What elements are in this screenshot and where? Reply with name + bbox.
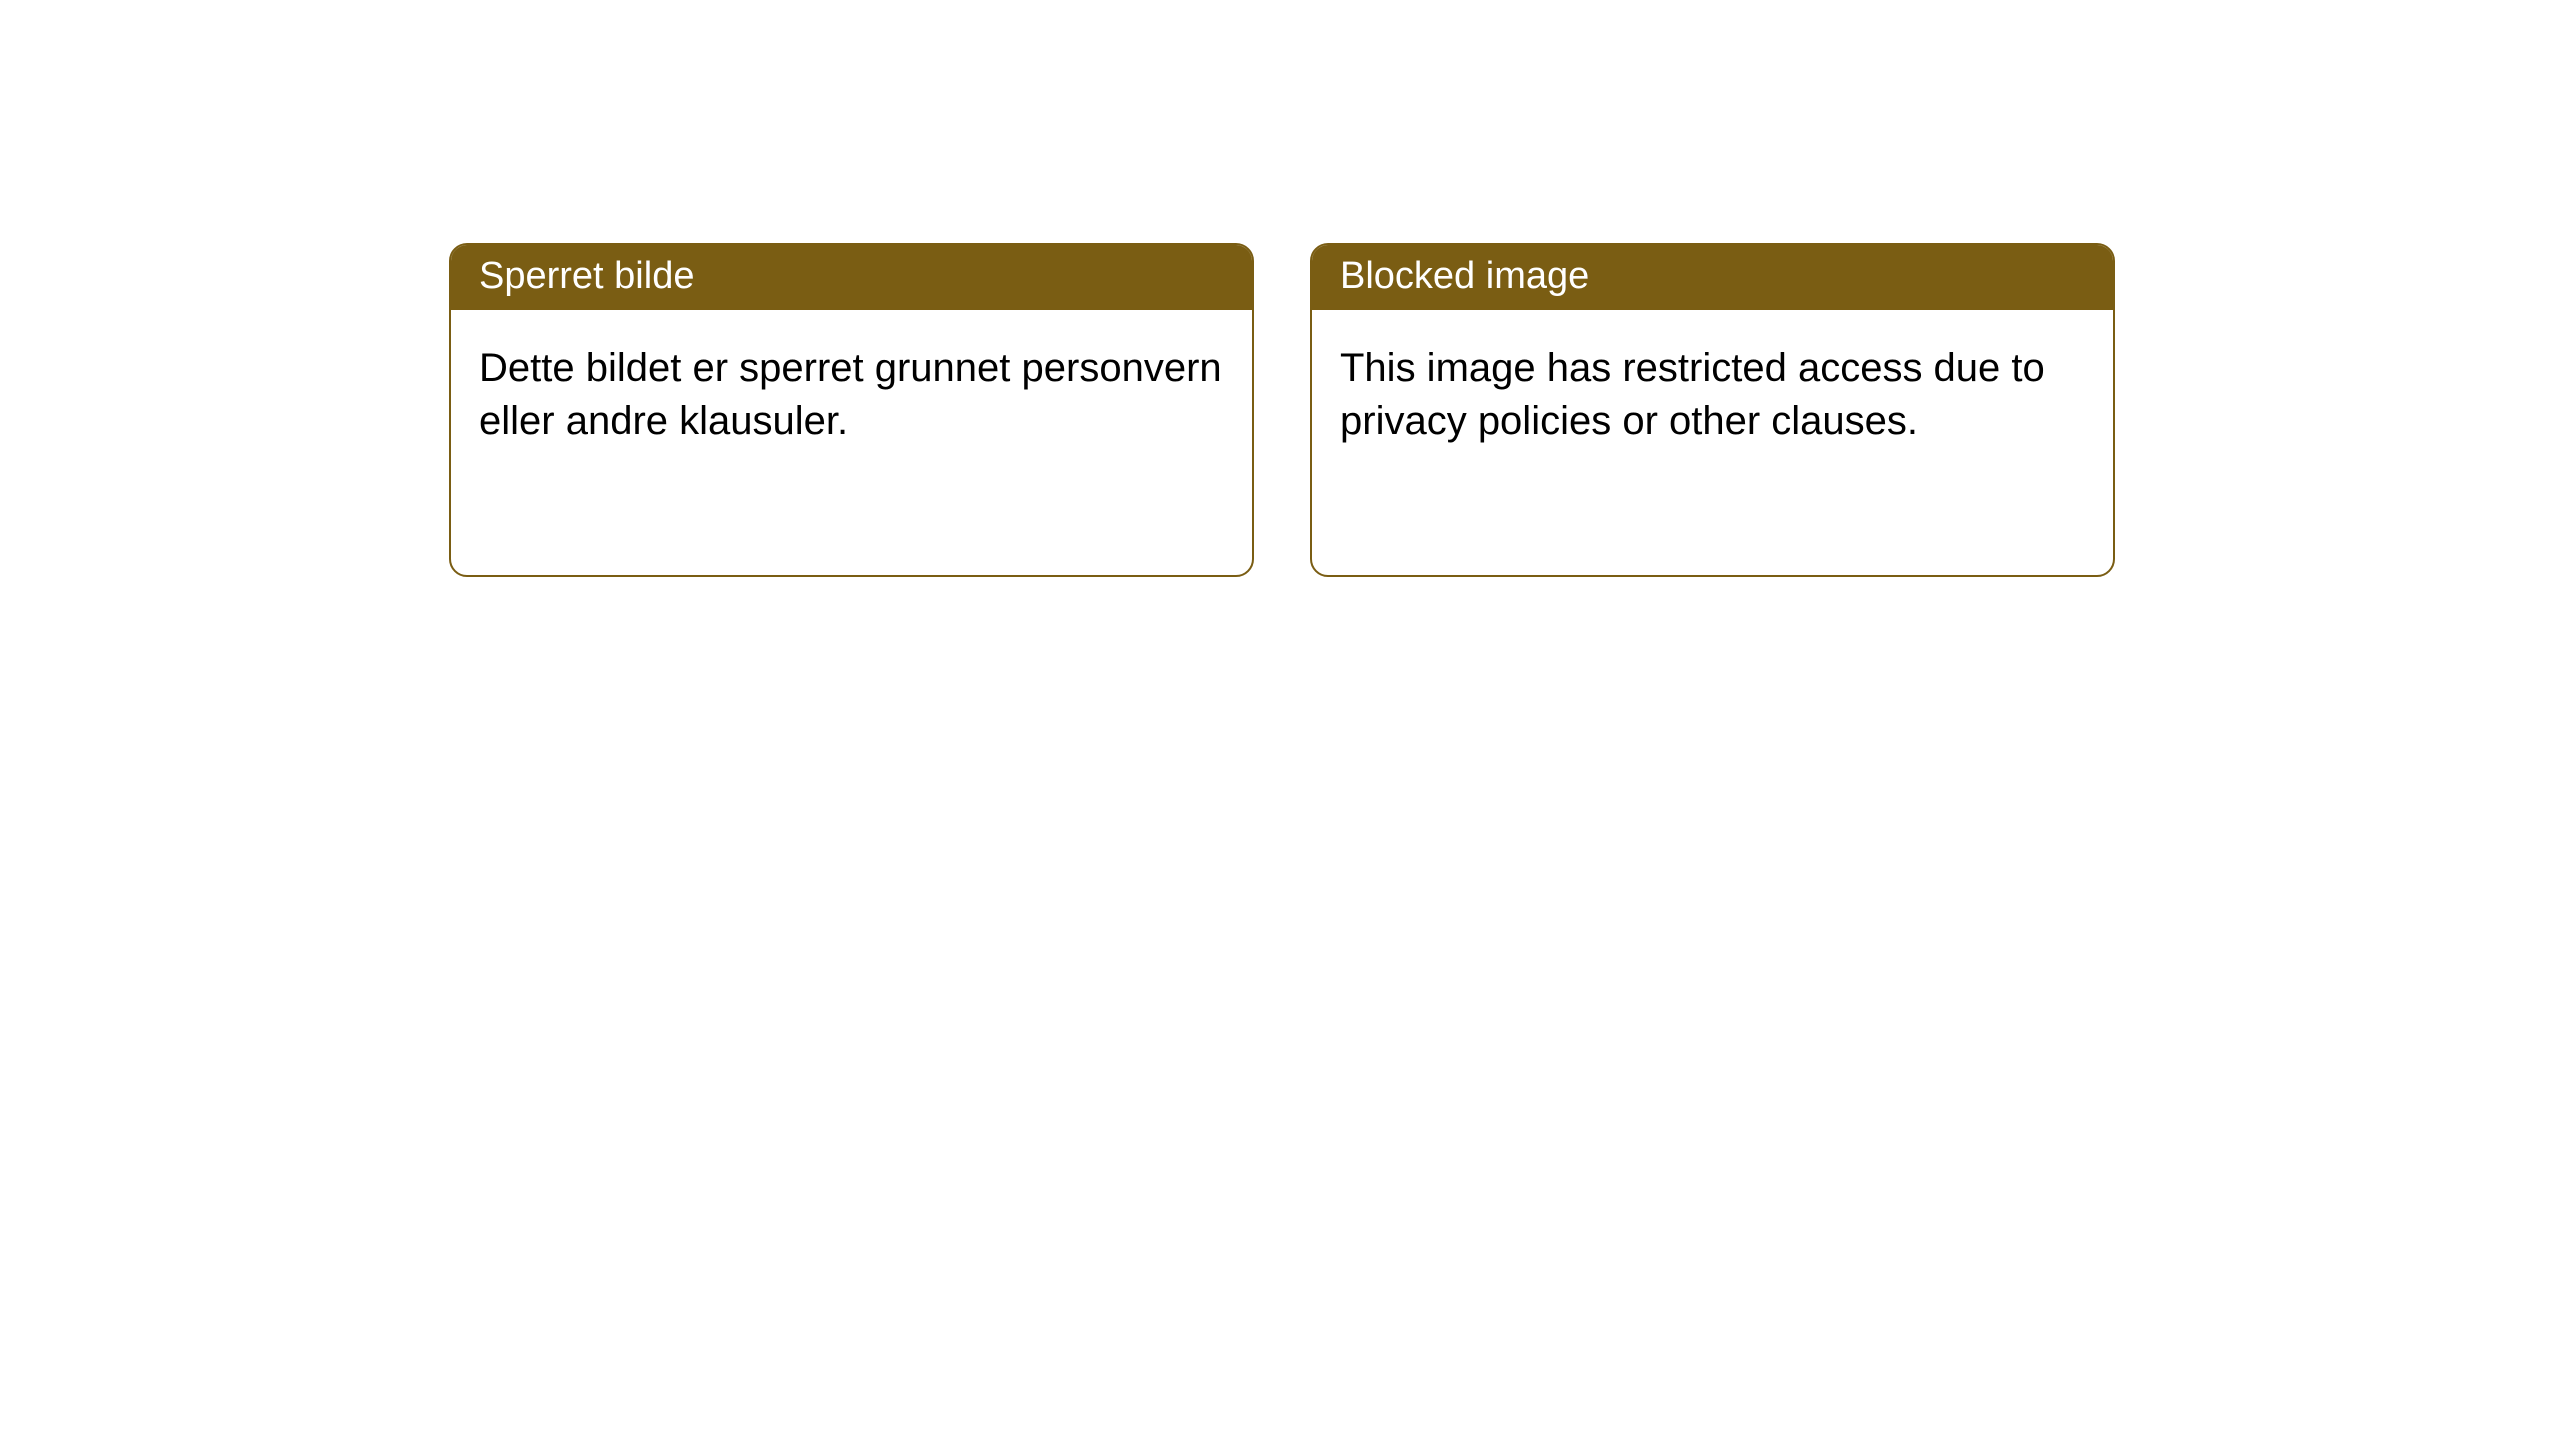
notice-body-english: This image has restricted access due to … bbox=[1312, 310, 2113, 480]
notice-box-english: Blocked image This image has restricted … bbox=[1310, 243, 2115, 577]
notice-box-norwegian: Sperret bilde Dette bildet er sperret gr… bbox=[449, 243, 1254, 577]
notice-body-norwegian: Dette bildet er sperret grunnet personve… bbox=[451, 310, 1252, 480]
notice-title-norwegian: Sperret bilde bbox=[451, 245, 1252, 310]
notice-container: Sperret bilde Dette bildet er sperret gr… bbox=[449, 243, 2115, 577]
notice-title-english: Blocked image bbox=[1312, 245, 2113, 310]
